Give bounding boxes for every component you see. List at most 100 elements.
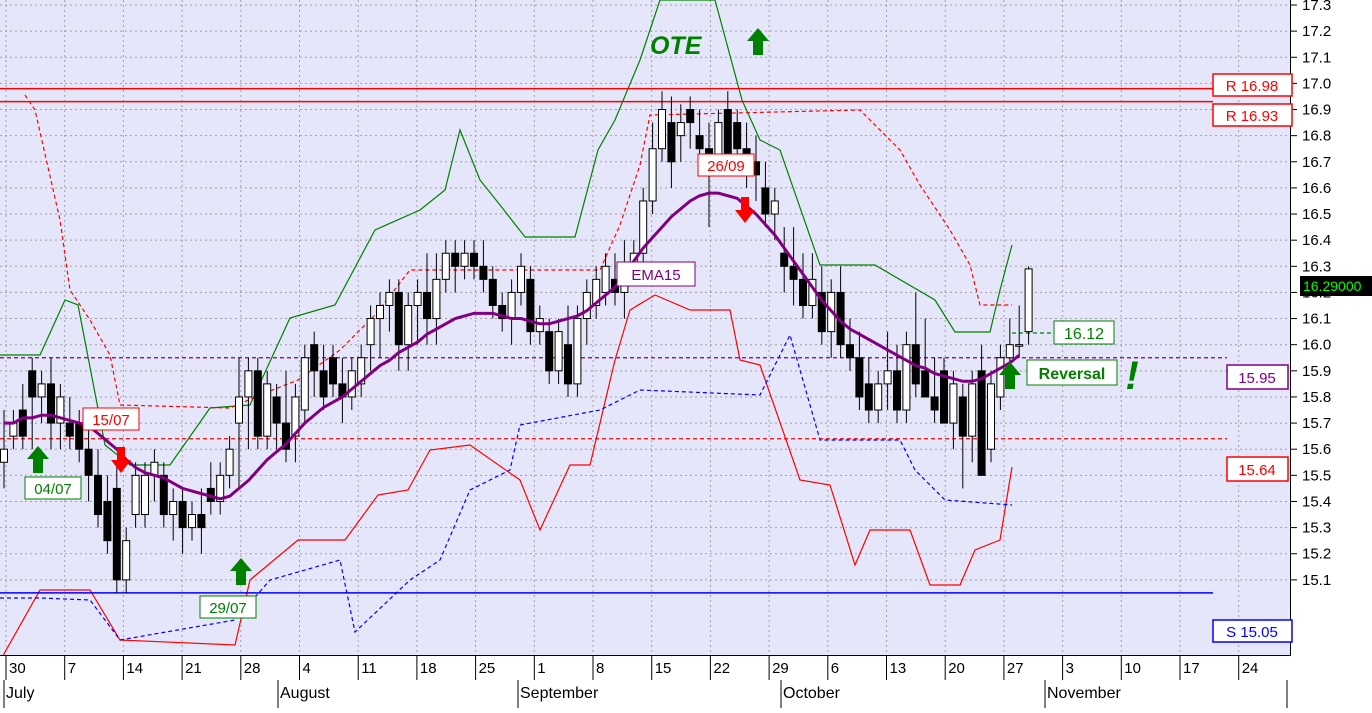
candle-body xyxy=(874,383,883,411)
annotations: OTE 26/09 15/07 04/07 29/07 EMA15 16.12 … xyxy=(24,32,1139,619)
date-tick-label: 22 xyxy=(713,660,730,677)
candle-body xyxy=(958,396,967,437)
candle-body xyxy=(413,291,422,306)
date-label-29-07: 29/07 xyxy=(209,600,247,617)
candle-body xyxy=(639,200,648,254)
candle-body xyxy=(864,383,873,411)
candle-body xyxy=(855,357,864,398)
upper-channel-line xyxy=(0,0,1013,466)
price-tick-label: 16.6 xyxy=(1302,180,1331,197)
date-tick-label: 6 xyxy=(831,660,839,677)
date-tick-label: 11 xyxy=(361,660,377,677)
price-tick-label: 16.9 xyxy=(1302,102,1331,119)
candle-body xyxy=(930,396,939,411)
price-tick-label: 16.0 xyxy=(1302,337,1331,354)
candle-body xyxy=(761,187,770,215)
price-tick-label: 17.1 xyxy=(1302,49,1331,66)
date-axis: 30 7 14 21 28 4 11 18 25 1 8 15 22 29 6 13 20 27 3 10 17 24Ju… xyxy=(3,655,1288,708)
candle-body xyxy=(658,109,666,150)
date-tick-label: 18 xyxy=(420,660,437,677)
candle-body xyxy=(987,383,995,450)
date-label-15-07: 15/07 xyxy=(92,412,130,429)
candle-body xyxy=(56,396,65,424)
candle-body xyxy=(893,370,901,411)
candle-body xyxy=(394,291,403,346)
candle-body xyxy=(582,291,591,320)
candle-body xyxy=(300,357,309,411)
candle-body xyxy=(846,344,854,359)
date-tick-label: 30 xyxy=(9,660,26,677)
exclamation-mark: ! xyxy=(1125,354,1138,398)
candle-body xyxy=(244,370,253,398)
price-tick-label: 17.3 xyxy=(1302,0,1331,14)
candle-body xyxy=(94,474,102,516)
resistance-label-16-98: R 16.98 xyxy=(1226,78,1279,95)
candle-body xyxy=(573,318,582,385)
date-tick-label: 20 xyxy=(948,660,965,677)
candle-body xyxy=(733,122,742,150)
date-tick-label: 10 xyxy=(1124,660,1141,677)
ema-layer xyxy=(4,191,1021,501)
month-label: August xyxy=(280,685,330,702)
candle-body xyxy=(282,422,290,450)
date-tick-label: 4 xyxy=(303,660,311,677)
price-tick-label: 16.1 xyxy=(1302,311,1331,328)
candle-body xyxy=(460,252,469,267)
candle-body xyxy=(1005,344,1014,359)
price-tick-label: 16.7 xyxy=(1302,154,1331,171)
candle-body xyxy=(319,370,328,398)
candle-body xyxy=(178,500,187,529)
level-label-15-64: 15.64 xyxy=(1238,462,1276,479)
current-price-label: 16.29000 xyxy=(1303,278,1362,294)
candle-body xyxy=(385,291,394,306)
level-labels: R 16.98 R 16.93 15.95 15.64 S 15.05 16.2… xyxy=(1212,73,1372,643)
candle-body xyxy=(940,370,948,424)
candle-body xyxy=(122,540,131,581)
candle-body xyxy=(47,383,55,424)
candle-body xyxy=(441,252,450,280)
candle-body xyxy=(648,148,657,202)
date-label-04-07: 04/07 xyxy=(34,481,72,498)
date-tick-label: 1 xyxy=(537,660,545,677)
candle-body xyxy=(404,304,413,346)
candle-body xyxy=(977,370,986,476)
price-tick-label: 15.6 xyxy=(1302,441,1331,458)
sell-arrow-icon xyxy=(735,197,755,223)
candle-body xyxy=(65,422,74,437)
candle-body xyxy=(667,122,676,163)
candle-body xyxy=(526,278,535,333)
month-label: October xyxy=(783,685,841,702)
price-tick-label: 15.5 xyxy=(1302,467,1331,484)
candle-body xyxy=(141,474,149,516)
price-tick-label: 15.9 xyxy=(1302,363,1331,380)
candle-body xyxy=(695,135,704,150)
date-tick-label: 3 xyxy=(1066,660,1074,677)
date-tick-label: 7 xyxy=(68,660,76,677)
candle-body xyxy=(197,514,206,529)
pivot-label-15-95: 15.95 xyxy=(1238,370,1276,387)
candle-body xyxy=(310,344,319,372)
candle-body xyxy=(253,370,262,437)
candle-body xyxy=(347,370,356,398)
candle-body xyxy=(451,252,460,267)
date-tick-label: 25 xyxy=(479,660,496,677)
candle-body xyxy=(423,291,431,320)
candle-body xyxy=(357,357,366,385)
candle-body xyxy=(996,357,1005,398)
reversal-label: Reversal xyxy=(1039,366,1106,383)
price-tick-label: 16.4 xyxy=(1302,232,1331,249)
ote-up-arrow-icon xyxy=(747,28,769,55)
horizontal-levels xyxy=(0,87,1227,594)
candle-body xyxy=(817,291,826,333)
candle-body xyxy=(235,396,243,424)
buy-arrow-icon xyxy=(27,446,49,473)
ote-label: OTE xyxy=(650,32,703,60)
date-tick-label: 27 xyxy=(1007,660,1024,677)
candle-body xyxy=(291,396,300,437)
candle-body xyxy=(169,500,178,516)
candle-body xyxy=(225,448,234,476)
date-tick-label: 17 xyxy=(1183,660,1200,677)
buy-arrow-icon xyxy=(230,558,252,585)
candle-body xyxy=(554,331,563,372)
level-label-16-12: 16.12 xyxy=(1064,326,1104,343)
